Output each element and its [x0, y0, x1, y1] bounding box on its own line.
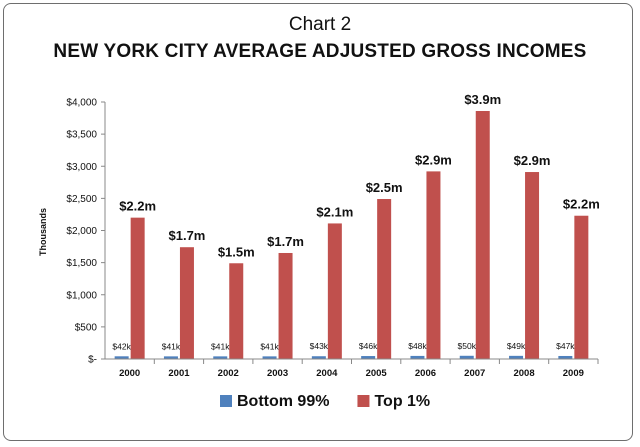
data-label-bottom-99: $49k [507, 341, 526, 351]
data-label-top-1: $2.2m [119, 199, 156, 214]
legend-label: Bottom 99% [237, 393, 329, 410]
data-label-top-1: $1.7m [169, 228, 206, 243]
y-tick-label: $4,000 [66, 98, 97, 109]
bar-bottom-99 [262, 356, 277, 359]
y-tick-label: $3,000 [66, 162, 97, 173]
x-tick-label: 2000 [119, 368, 140, 379]
x-tick-label: 2009 [563, 368, 584, 379]
bar-top-1 [327, 223, 342, 359]
bar-top-1 [179, 247, 194, 359]
legend-swatch [357, 395, 370, 407]
bar-bottom-99 [114, 356, 129, 359]
data-labels-group: $42k $2.2m $41k $1.7m $41k $1.5m $41k $1.7m $43k… [112, 92, 599, 351]
y-tick-label: $- [88, 355, 97, 366]
legend-label: Top 1% [374, 393, 430, 410]
bar-bottom-99 [509, 355, 524, 359]
bar-top-1 [229, 263, 244, 359]
x-tick-label: 2003 [267, 368, 288, 379]
y-tick-label: $2,000 [66, 226, 97, 237]
y-tick-label: $2,500 [66, 194, 97, 205]
x-tick-label: 2006 [415, 368, 436, 379]
data-label-bottom-99: $41k [260, 341, 279, 351]
x-tick-label: 2007 [464, 368, 485, 379]
y-tick-label: $1,500 [66, 258, 97, 269]
bar-top-1 [130, 217, 145, 359]
data-label-bottom-99: $47k [556, 341, 575, 351]
y-axis-label: Thousands [38, 208, 48, 256]
data-label-bottom-99: $50k [458, 341, 477, 351]
x-tick-label: 2008 [513, 368, 534, 379]
data-label-bottom-99: $42k [112, 341, 131, 351]
data-label-top-1: $2.1m [316, 204, 353, 219]
bar-bottom-99 [361, 356, 376, 359]
chart-title: NEW YORK CITY AVERAGE ADJUSTED GROSS INC… [53, 41, 587, 62]
bars-group [114, 110, 589, 360]
bar-bottom-99 [311, 356, 326, 359]
x-tick-label: 2004 [316, 368, 338, 379]
data-label-top-1: $2.9m [514, 153, 551, 168]
x-tick-label: 2005 [366, 368, 388, 379]
bar-top-1 [574, 215, 589, 359]
chart-subtitle: Chart 2 [288, 14, 352, 35]
data-label-top-1: $2.9m [415, 152, 452, 167]
data-label-bottom-99: $41k [162, 341, 181, 351]
data-label-top-1: $2.2m [563, 197, 600, 212]
bar-bottom-99 [410, 355, 425, 359]
bar-bottom-99 [558, 355, 573, 359]
data-label-bottom-99: $41k [211, 341, 230, 351]
data-label-top-1: $1.7m [267, 234, 304, 249]
y-tick-label: $3,500 [66, 130, 97, 141]
data-label-bottom-99: $43k [310, 341, 329, 351]
bar-bottom-99 [163, 356, 178, 359]
x-tick-label: 2001 [168, 368, 190, 379]
data-label-top-1: $2.5m [366, 180, 403, 195]
y-tick-label: $1,000 [66, 290, 97, 301]
y-tick-label: $500 [75, 322, 98, 333]
x-tick-label: 2002 [218, 368, 239, 379]
y-axis: $- $500 $1,000 $1,500 $2,000 $2,500 $3,000 $3,5… [66, 98, 106, 366]
bar-top-1 [278, 252, 293, 359]
data-label-top-1: $3.9m [464, 92, 501, 107]
x-axis: 2000 2001 2002 2003 2004 2005 2006 2007 2008 2009 [105, 358, 599, 379]
legend: Bottom 99% Top 1% [220, 393, 430, 410]
bar-top-1 [426, 171, 441, 359]
data-label-top-1: $1.5m [218, 244, 255, 259]
data-label-bottom-99: $48k [408, 341, 427, 351]
bar-top-1 [525, 172, 540, 359]
bar-top-1 [475, 110, 490, 360]
legend-swatch [220, 395, 232, 407]
bar-bottom-99 [213, 356, 228, 359]
data-label-bottom-99: $46k [359, 341, 378, 351]
bar-top-1 [377, 199, 392, 359]
bar-bottom-99 [459, 355, 474, 359]
